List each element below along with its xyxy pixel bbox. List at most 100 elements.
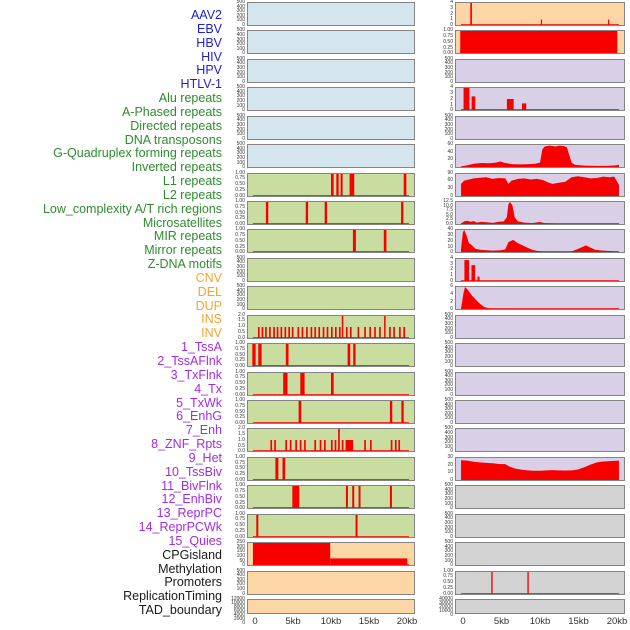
y-tick-label: 400 — [236, 32, 245, 39]
y-tick-label: 400 — [444, 401, 453, 408]
y-tick-label: 0.00 — [235, 221, 245, 227]
y-tick-label: 200 — [444, 69, 453, 76]
y-tick-label: 0 — [242, 306, 245, 313]
track-plot-4-tx — [461, 145, 619, 168]
y-tick-label: 200 — [444, 524, 453, 531]
y-axis-ticks-13-reprpc: 500 400 300 200 100 0 — [432, 398, 453, 426]
y-axis-ticks-inverted-repeats: 2.0 1.5 1.0 0.5 0.0 — [224, 312, 245, 341]
track-box-13-reprpc — [455, 400, 625, 425]
track-plot-hpv — [248, 117, 414, 139]
track-box-mir-repeats — [247, 456, 415, 481]
track-label-dup: DUP — [195, 298, 222, 313]
y-tick-label: 0 — [450, 164, 453, 171]
track-label-mirror-repeats: Mirror repeats — [144, 243, 222, 258]
y-tick-label: 100 — [444, 74, 453, 81]
y-tick-label: 0.50 — [235, 237, 245, 244]
track-plot-low-complexity-a-t-rich-regions — [252, 401, 410, 424]
y-tick-label: 0.50 — [235, 181, 245, 188]
y-tick-label: 200 — [236, 154, 245, 161]
track-label-14-reprpcwk: 14_ReprPCWk — [138, 520, 222, 535]
y-tick-label: 100 — [444, 386, 453, 393]
track-plot-11-bivflnk — [456, 344, 624, 366]
track-box-1-tssa — [455, 58, 625, 83]
x-axis-label: 20kb — [606, 616, 628, 627]
track-label-10-tssbiv: 10_TssBiv — [165, 464, 222, 479]
y-tick-label: 2 — [450, 95, 453, 102]
y-tick-label: 200 — [444, 496, 453, 503]
track-box-microsatellites — [247, 428, 415, 453]
y-tick-label: 400 — [444, 316, 453, 323]
track-box-l1-repeats — [247, 343, 415, 368]
y-tick-label: 150 — [236, 548, 245, 555]
track-label-aav2: AAV2 — [190, 8, 222, 22]
track-label-5-txwk: 5_TxWk — [176, 395, 222, 410]
x-axis-label: 5kb — [493, 616, 510, 627]
y-tick-label: 1 — [450, 101, 453, 108]
y-tick-label: 1.00 — [235, 482, 245, 489]
track-box-3-txflnk — [455, 115, 625, 140]
y-tick-label: 40000 — [439, 596, 453, 603]
y-tick-label: 0.50 — [235, 408, 245, 415]
track-box-cnv — [247, 542, 415, 567]
y-tick-label: 300 — [236, 576, 245, 583]
y-axis-ticks-4-tx: 60 40 20 0 — [432, 142, 453, 171]
y-tick-label: 0 — [450, 334, 453, 341]
y-axis-ticks-g-quadruplex-forming-repeats: 500 400 300 200 100 0 — [224, 284, 245, 313]
y-axis-ticks-l1-repeats: 1.00 0.75 0.50 0.25 0.00 — [224, 340, 245, 369]
y-tick-label: 2.0 — [238, 425, 245, 432]
y-tick-label: 100 — [444, 415, 453, 422]
y-tick-label: 300 — [236, 93, 245, 100]
y-tick-label: 10000 — [231, 600, 245, 607]
y-tick-label: 300 — [444, 434, 453, 441]
track-plot-alu-repeats — [252, 173, 410, 196]
y-tick-label: 400 — [236, 145, 245, 152]
track-label-tad-boundary: TAD_boundary — [138, 603, 222, 618]
track-plot-7-enh — [461, 230, 619, 253]
y-tick-label: 200 — [236, 12, 245, 19]
track-box-l2-repeats — [247, 371, 415, 396]
y-axis-ticks-1-tssa: 500 400 300 200 100 0 — [432, 56, 453, 84]
track-plot-ebv — [248, 31, 414, 53]
y-tick-label: 30 — [447, 453, 453, 460]
track-plot-z-dna-motifs — [252, 514, 410, 537]
y-tick-label: 4 — [450, 0, 453, 5]
y-axis-ticks-promoters: 500 400 300 200 100 0 — [432, 540, 453, 568]
track-plot-8-znf-rpts — [461, 259, 619, 281]
track-box-ebv — [247, 30, 415, 55]
y-tick-label: 500 — [236, 567, 245, 574]
track-plot-mir-repeats — [252, 457, 410, 480]
track-label-alu-repeats: Alu repeats — [158, 91, 222, 106]
track-label-directed-repeats: Directed repeats — [130, 118, 222, 133]
track-plot-methylation — [456, 515, 624, 537]
track-plot-del — [248, 572, 414, 594]
track-plot-15-quies — [461, 460, 619, 480]
track-label-1-tssa: 1_TssA — [181, 340, 222, 355]
y-tick-label: 0.75 — [235, 374, 245, 381]
track-label-6-enhg: 6_EnhG — [176, 409, 222, 424]
track-label-cpgisland: CPGisland — [162, 547, 222, 562]
y-tick-label: 0 — [450, 249, 453, 256]
y-tick-label: 0.25 — [235, 499, 245, 506]
y-tick-label: 300 — [444, 377, 453, 384]
y-tick-label: 30000 — [439, 600, 453, 607]
x-axis-label: 15kb — [358, 616, 380, 627]
y-axis-ticks-14-reprpcwk: 500 400 300 200 100 0 — [432, 426, 453, 454]
y-tick-label: 200 — [444, 126, 453, 133]
x-axis-label: 10kb — [529, 616, 551, 627]
y-tick-label: 200 — [444, 325, 453, 332]
y-tick-label: 30 — [447, 184, 453, 191]
y-tick-label: 200 — [444, 382, 453, 389]
track-plot-inv — [460, 31, 618, 54]
y-tick-label: 0.5 — [238, 442, 245, 449]
track-label-l2-repeats: L2 repeats — [162, 187, 222, 202]
y-tick-label: 0 — [242, 590, 245, 597]
y-tick-label: 1.00 — [235, 340, 245, 347]
y-tick-label: 400 — [444, 515, 453, 522]
y-tick-label: 0.0 — [238, 334, 245, 341]
y-tick-label: 0.00 — [235, 249, 245, 256]
track-label-12-enhbiv: 12_EnhBiv — [161, 492, 222, 507]
y-tick-label: 10000 — [439, 608, 453, 615]
track-label-11-bivflnk: 11_BivFlnk — [161, 478, 222, 493]
y-tick-label: 1.00 — [443, 567, 453, 574]
